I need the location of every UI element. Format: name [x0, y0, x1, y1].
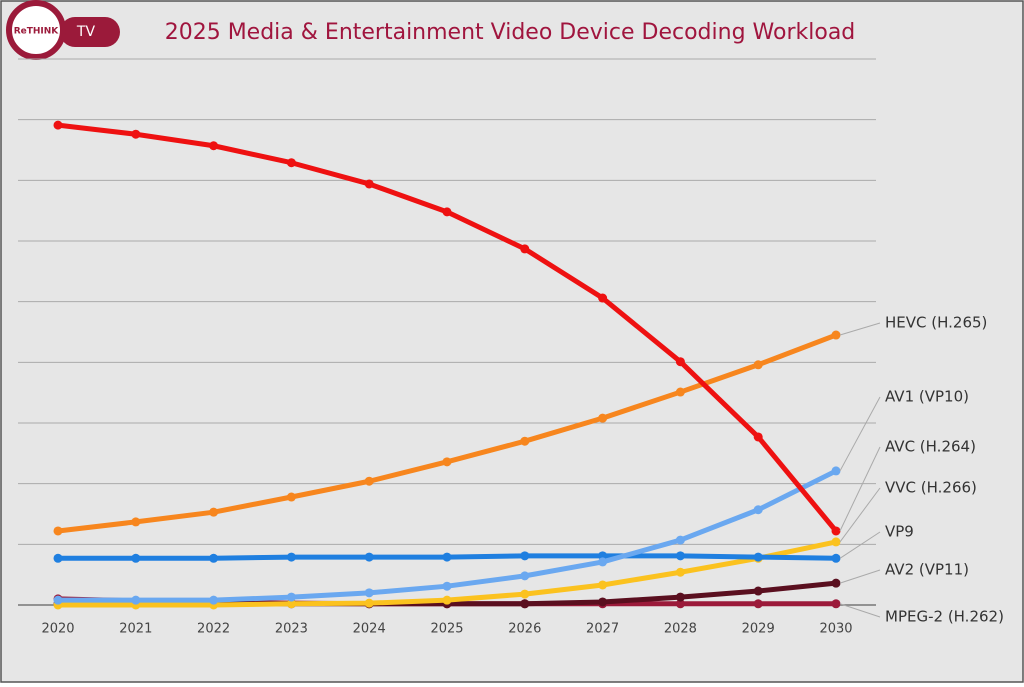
data-point: [831, 330, 841, 340]
logo-ring: [6, 0, 66, 60]
x-tick-label: 2030: [819, 622, 852, 637]
data-point: [53, 553, 63, 563]
data-point: [53, 120, 63, 130]
data-point: [598, 580, 608, 590]
data-point: [831, 466, 841, 476]
data-point: [753, 599, 763, 609]
data-point: [520, 551, 530, 561]
x-tick-label: 2028: [664, 622, 697, 637]
data-point: [286, 599, 296, 609]
series-label: MPEG-2 (H.262): [885, 608, 1004, 626]
data-point: [831, 526, 841, 536]
data-point: [442, 207, 452, 217]
x-tick-label: 2027: [586, 622, 619, 637]
data-point: [675, 387, 685, 397]
data-point: [831, 578, 841, 588]
data-point: [209, 553, 219, 563]
x-tick-label: 2021: [119, 622, 152, 637]
data-point: [131, 595, 141, 605]
data-point: [364, 598, 374, 608]
data-point: [209, 507, 219, 517]
x-tick-label: 2020: [41, 622, 74, 637]
data-point: [131, 129, 141, 139]
data-point: [753, 552, 763, 562]
data-point: [520, 244, 530, 254]
data-point: [131, 553, 141, 563]
data-point: [364, 552, 374, 562]
series-label: HEVC (H.265): [885, 314, 987, 332]
data-point: [675, 535, 685, 545]
leader-line: [839, 446, 881, 532]
data-point: [209, 595, 219, 605]
data-point: [364, 588, 374, 598]
series-label: AV1 (VP10): [885, 388, 969, 406]
leader-line: [839, 487, 881, 543]
data-point: [520, 436, 530, 446]
data-point: [831, 599, 841, 609]
chart-title: 2025 Media & Entertainment Video Device …: [165, 20, 856, 45]
x-tick-label: 2025: [430, 622, 463, 637]
x-tick-label: 2022: [197, 622, 230, 637]
data-point: [831, 537, 841, 547]
data-point: [598, 597, 608, 607]
data-point: [753, 360, 763, 370]
data-point: [598, 293, 608, 303]
leader-line: [839, 322, 881, 336]
series-label: AV2 (VP11): [885, 561, 969, 579]
data-point: [675, 551, 685, 561]
data-point: [675, 357, 685, 367]
logo-brand: ReTHINK: [14, 27, 60, 37]
data-point: [364, 179, 374, 189]
data-point: [598, 557, 608, 567]
series-label: VP9: [885, 523, 914, 541]
leader-line: [839, 396, 881, 472]
data-point: [53, 595, 63, 605]
data-point: [753, 586, 763, 596]
leader-line: [839, 569, 881, 584]
data-point: [675, 592, 685, 602]
data-point: [675, 599, 685, 609]
leader-line: [839, 531, 881, 559]
data-point: [286, 158, 296, 168]
logo: ReTHINK TV: [6, 0, 120, 60]
data-point: [442, 595, 452, 605]
data-point: [520, 599, 530, 609]
data-point: [286, 552, 296, 562]
x-tick-label: 2029: [742, 622, 775, 637]
x-tick-label: 2026: [508, 622, 541, 637]
data-point: [209, 141, 219, 151]
data-point: [286, 592, 296, 602]
x-tick-label: 2023: [275, 622, 308, 637]
x-tick-label: 2024: [353, 622, 386, 637]
data-point: [675, 567, 685, 577]
data-point: [442, 552, 452, 562]
data-point: [753, 505, 763, 515]
data-point: [598, 413, 608, 423]
series-label: AVC (H.264): [885, 438, 976, 456]
logo-tag: TV: [76, 24, 96, 40]
data-point: [364, 476, 374, 486]
data-point: [520, 571, 530, 581]
data-point: [520, 589, 530, 599]
data-point: [753, 432, 763, 442]
data-point: [131, 517, 141, 527]
leader-line: [839, 603, 881, 618]
logo-pill: [60, 17, 120, 47]
data-point: [286, 492, 296, 502]
series-label: VVC (H.266): [885, 479, 977, 497]
data-point: [831, 553, 841, 563]
data-point: [53, 526, 63, 536]
data-point: [442, 581, 452, 591]
data-point: [442, 457, 452, 467]
